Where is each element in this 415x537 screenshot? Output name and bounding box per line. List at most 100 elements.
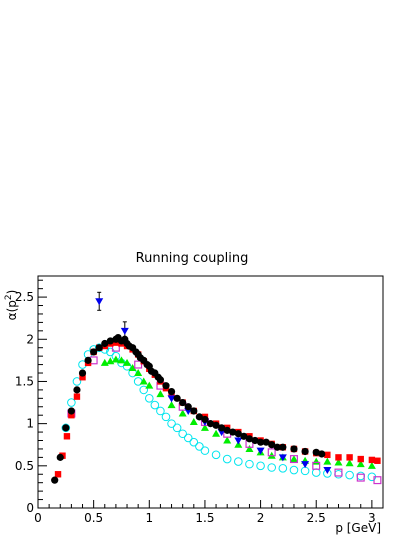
data-point: [178, 409, 187, 417]
y-tick-label: 1: [26, 417, 34, 431]
data-point: [278, 454, 287, 462]
data-point: [73, 386, 81, 394]
data-point: [212, 421, 220, 429]
data-point: [335, 454, 342, 461]
data-point: [184, 403, 192, 411]
data-point: [318, 450, 326, 458]
data-point: [111, 355, 120, 363]
x-tick-label: 1.5: [195, 511, 214, 525]
x-tick-label: 2: [257, 511, 265, 525]
data-point: [356, 473, 365, 482]
data-point: [212, 429, 221, 437]
data-point: [256, 447, 265, 455]
data-point: [256, 438, 265, 446]
data-point: [262, 438, 270, 446]
data-point: [290, 445, 298, 453]
data-point: [95, 298, 104, 306]
y-tick-label: 2.5: [15, 290, 34, 304]
data-point: [234, 430, 242, 438]
data-point: [63, 433, 71, 440]
data-point: [289, 455, 298, 463]
data-point: [218, 424, 226, 432]
data-point: [368, 456, 376, 464]
data-point: [190, 407, 198, 415]
data-point: [279, 443, 287, 451]
data-point: [134, 369, 143, 377]
data-point: [172, 423, 182, 433]
data-point: [345, 470, 354, 480]
data-point: [356, 471, 366, 481]
data-point: [68, 412, 75, 419]
data-point: [178, 429, 187, 439]
data-point: [195, 413, 203, 421]
data-point: [312, 457, 321, 465]
x-axis-title: p [GeV]: [335, 521, 381, 535]
data-point: [312, 448, 320, 456]
x-tick-label: 3: [368, 511, 376, 525]
data-point: [334, 458, 343, 466]
data-point: [189, 417, 198, 425]
data-point: [167, 387, 176, 396]
data-point: [167, 401, 176, 409]
data-point: [162, 382, 170, 390]
y-tick-label: 1.5: [15, 374, 34, 388]
data-point: [106, 337, 114, 345]
data-point: [62, 424, 70, 432]
data-point: [144, 394, 154, 403]
data-point: [101, 339, 109, 348]
y-axis-title-main: α(p: [5, 300, 19, 320]
data-point: [268, 441, 276, 449]
data-point: [67, 407, 75, 415]
y-axis-title-sup: 2: [4, 294, 14, 300]
data-point: [167, 419, 176, 428]
data-point: [301, 447, 309, 456]
data-point: [145, 381, 154, 389]
data-point: [223, 426, 231, 434]
data-point: [156, 390, 165, 398]
x-tick-label: 2.5: [307, 511, 326, 525]
y-axis-title: α(p2): [4, 290, 19, 321]
data-point: [167, 395, 176, 403]
x-tick-label: 0: [34, 511, 42, 525]
data-point: [346, 454, 353, 461]
y-tick-label: 2: [26, 332, 34, 346]
data-point: [289, 465, 299, 475]
data-point: [173, 394, 181, 402]
plot-area: [37, 275, 384, 509]
data-point: [90, 348, 98, 356]
y-axis-title-end: ): [5, 290, 19, 295]
data-point: [195, 442, 204, 451]
data-point: [256, 461, 265, 471]
plot-frame: [37, 275, 384, 509]
data-point: [201, 415, 209, 424]
data-point: [72, 377, 82, 386]
data-point: [139, 385, 149, 395]
data-point: [289, 455, 298, 464]
data-point: [128, 363, 137, 371]
data-point: [267, 448, 276, 457]
data-point: [223, 436, 232, 444]
x-tick-label: 1: [145, 511, 153, 525]
series-circle: [51, 333, 326, 484]
data-point: [301, 461, 310, 469]
data-point: [211, 450, 221, 460]
data-point: [334, 469, 343, 479]
data-point: [324, 451, 331, 459]
data-point: [373, 476, 382, 485]
data-point: [356, 460, 365, 468]
data-point: [120, 327, 129, 335]
data-point: [245, 444, 254, 452]
data-point: [234, 437, 243, 445]
data-point: [345, 459, 354, 467]
data-point: [323, 467, 332, 475]
data-point: [134, 360, 143, 369]
data-markers: [51, 291, 382, 485]
data-point: [267, 463, 277, 472]
data-point: [56, 453, 64, 461]
data-point: [95, 344, 103, 352]
data-point: [117, 356, 126, 364]
data-point: [51, 476, 59, 484]
data-point: [139, 377, 148, 385]
data-point: [374, 457, 381, 464]
data-point: [206, 420, 215, 428]
